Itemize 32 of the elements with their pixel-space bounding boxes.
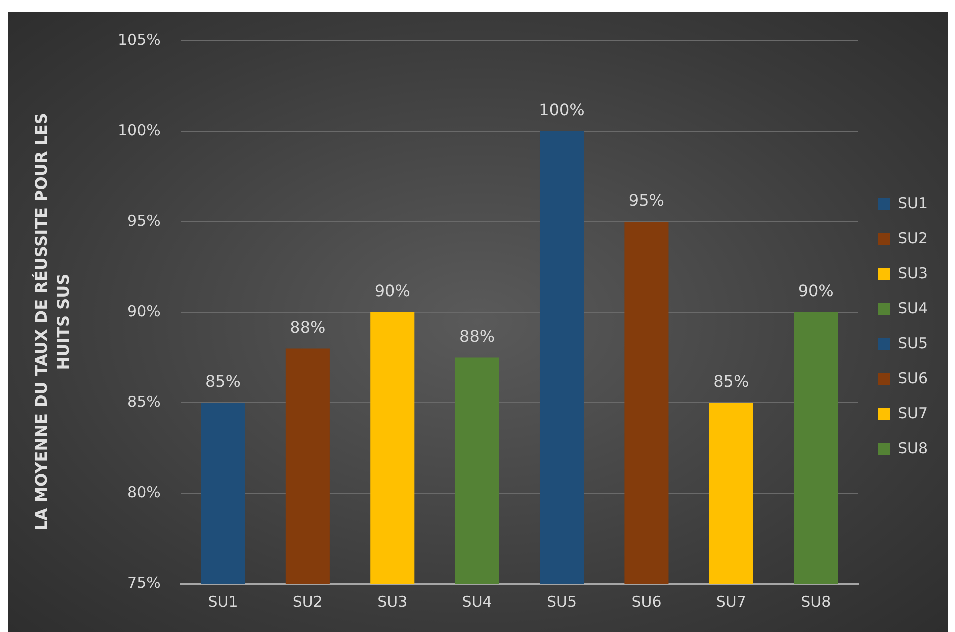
- legend-label: SU5: [898, 334, 928, 352]
- x-tick-label: SU5: [546, 592, 578, 611]
- data-label: 85%: [205, 372, 242, 392]
- y-tick-label: 90%: [128, 302, 161, 320]
- x-tick-label: SU1: [208, 592, 238, 611]
- x-tick-label: SU8: [801, 592, 832, 611]
- data-label: 88%: [460, 326, 496, 346]
- x-tick-label: SU7: [716, 592, 746, 611]
- y-axis-title: LA MOYENNE DU TAUX DE RÉUSSITE POUR LES HUITS SUS: [31, 112, 74, 533]
- data-label: 100%: [539, 100, 585, 120]
- legend-label: SU1: [898, 194, 928, 212]
- data-label: 90%: [374, 282, 410, 301]
- y-tick-label: 95%: [128, 212, 161, 230]
- legend-label: SU8: [898, 439, 928, 458]
- y-tick-label: 105%: [118, 30, 161, 49]
- legend-label: SU7: [898, 404, 928, 422]
- x-tick-label: SU3: [378, 592, 408, 611]
- y-tick-label: 75%: [128, 574, 161, 592]
- x-tick-label: SU6: [632, 592, 662, 611]
- legend-label: SU2: [898, 229, 928, 248]
- legend-label: SU3: [898, 264, 928, 282]
- y-tick-label: 80%: [128, 483, 161, 502]
- x-tick-label: SU4: [462, 592, 492, 611]
- y-tick-label: 85%: [128, 392, 161, 411]
- data-label: 90%: [798, 282, 834, 301]
- legend-label: SU6: [898, 369, 928, 388]
- data-label: 85%: [714, 372, 750, 392]
- data-label: 95%: [628, 191, 664, 210]
- x-tick-label: SU2: [292, 592, 323, 611]
- y-tick-label: 100%: [118, 121, 161, 140]
- legend-label: SU4: [898, 299, 928, 318]
- data-label: 88%: [290, 318, 326, 337]
